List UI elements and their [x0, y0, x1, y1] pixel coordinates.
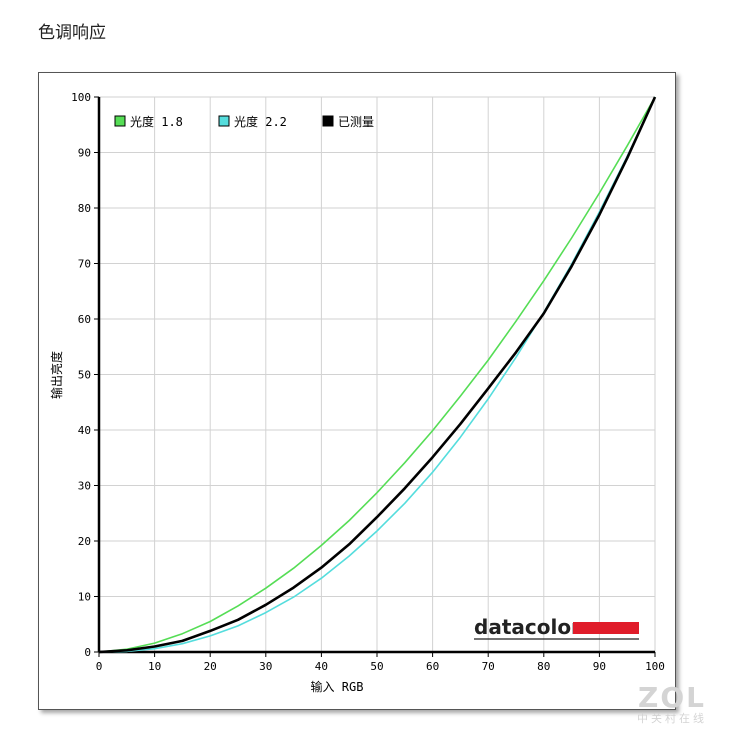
y-tick-label: 50: [78, 369, 91, 382]
y-tick-label: 80: [78, 202, 91, 215]
y-tick-labels: 0 10 20 30 40 50 60 70 80 90 100: [71, 91, 91, 659]
y-tick-label: 70: [78, 258, 91, 271]
y-axis-label: 输出亮度: [49, 351, 64, 399]
legend-swatch: [114, 115, 126, 127]
datacolor-red-bar: [573, 622, 639, 634]
x-tick-label: 100: [645, 660, 665, 673]
y-tick-label: 10: [78, 591, 91, 604]
y-tick-label: 60: [78, 313, 91, 326]
x-tick-label: 0: [96, 660, 103, 673]
x-tick-label: 10: [148, 660, 161, 673]
y-tick-label: 40: [78, 424, 91, 437]
tone-response-chart: 0 10 20 30 40 50 60 70 80 90 100 0 10 20 30 40 50 60 70 80…: [49, 91, 665, 694]
datacolor-wordmark: datacolor: [474, 615, 581, 639]
legend-label: 已测量: [338, 115, 374, 129]
page-title: 色调响应: [38, 23, 106, 43]
series-line-3: [98, 96, 657, 654]
zol-subtitle: 中关村在线: [637, 712, 707, 725]
x-tick-label: 80: [537, 660, 550, 673]
x-tick-label: 20: [204, 660, 217, 673]
legend-swatch: [322, 115, 334, 127]
axes: [94, 96, 656, 657]
x-tick-label: 60: [426, 660, 439, 673]
legend-swatch: [218, 115, 230, 127]
chart-panel: 0 10 20 30 40 50 60 70 80 90 100 0 10 20 30 40 50 60 70 80…: [38, 72, 676, 710]
legend-label: 光度 1.8: [130, 114, 183, 129]
x-tick-labels: 0 10 20 30 40 50 60 70 80 90 100: [96, 660, 665, 673]
x-tick-label: 40: [315, 660, 328, 673]
x-tick-label: 90: [593, 660, 606, 673]
x-axis-label: 输入 RGB: [311, 679, 364, 694]
x-tick-label: 70: [482, 660, 495, 673]
series-line-1: [98, 96, 656, 653]
legend-label: 光度 2.2: [234, 114, 287, 129]
y-tick-label: 100: [71, 91, 91, 104]
y-tick-label: 90: [78, 147, 91, 160]
zol-logo-text: ZOL: [638, 681, 706, 714]
legend: 光度 1.8 光度 2.2 已测量: [114, 114, 374, 129]
datacolor-logo: datacolor: [474, 615, 639, 640]
grid-lines: [98, 96, 656, 653]
x-tick-label: 50: [370, 660, 383, 673]
x-tick-label: 30: [259, 660, 272, 673]
y-tick-label: 20: [78, 535, 91, 548]
y-tick-label: 0: [84, 646, 91, 659]
y-tick-label: 30: [78, 480, 91, 493]
zol-watermark: ZOL 中关村在线: [637, 681, 707, 725]
series-lines: [98, 96, 657, 654]
